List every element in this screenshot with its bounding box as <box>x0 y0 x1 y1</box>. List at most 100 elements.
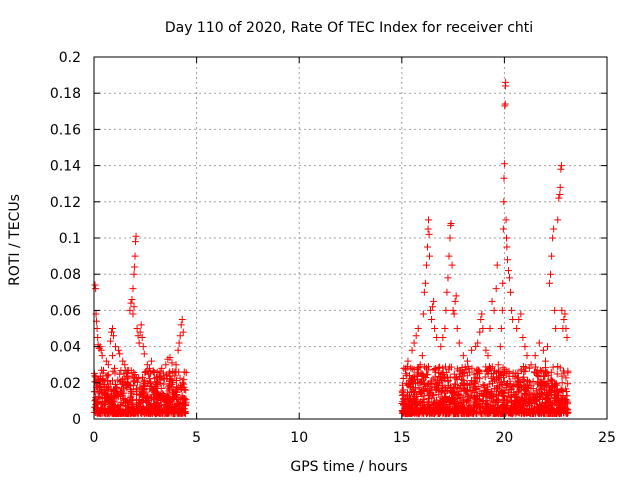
data-point <box>98 386 106 394</box>
data-point <box>399 374 407 382</box>
data-point <box>488 297 496 305</box>
data-point <box>106 380 114 388</box>
data-point <box>150 368 158 376</box>
data-point <box>400 364 408 372</box>
data-point <box>182 395 190 403</box>
y-tick-label: 0.16 <box>50 122 81 138</box>
data-point <box>476 328 484 336</box>
data-point <box>429 375 437 383</box>
data-point <box>180 376 188 384</box>
data-point <box>132 232 140 240</box>
data-point <box>157 373 165 381</box>
data-point <box>417 397 425 405</box>
data-point <box>499 364 507 372</box>
data-point <box>484 370 492 378</box>
data-point <box>109 388 117 396</box>
data-point <box>474 339 482 347</box>
data-point <box>535 406 543 414</box>
data-point <box>445 395 453 403</box>
data-point <box>96 395 104 403</box>
data-point <box>141 368 149 376</box>
data-point <box>459 352 467 360</box>
data-point <box>479 381 487 389</box>
data-point <box>468 346 476 354</box>
data-point <box>157 401 165 409</box>
data-point <box>96 409 104 417</box>
data-point <box>490 401 498 409</box>
data-point <box>102 410 110 418</box>
data-point <box>452 410 460 418</box>
data-point <box>438 384 446 392</box>
data-point <box>434 410 442 418</box>
data-point <box>119 357 127 365</box>
data-point <box>468 377 476 385</box>
data-point <box>417 378 425 386</box>
data-point <box>444 378 452 386</box>
data-point <box>549 409 557 417</box>
data-point <box>173 395 181 403</box>
data-point <box>408 346 416 354</box>
data-point <box>538 379 546 387</box>
data-point <box>431 325 439 332</box>
data-point <box>153 384 161 392</box>
data-point <box>122 381 130 389</box>
data-point <box>163 374 171 382</box>
data-point <box>554 398 562 406</box>
data-point <box>126 306 134 314</box>
data-point <box>537 391 545 399</box>
data-point <box>453 325 461 332</box>
data-point <box>501 369 509 377</box>
data-point <box>99 369 107 377</box>
y-tick-label: 0.2 <box>59 50 81 66</box>
data-point <box>425 387 433 395</box>
data-point <box>477 403 485 411</box>
data-point <box>140 386 148 394</box>
data-point <box>430 391 438 399</box>
data-point <box>531 352 539 360</box>
data-point <box>527 410 535 418</box>
data-point <box>506 274 514 282</box>
y-tick-label: 0.12 <box>50 195 81 211</box>
data-point <box>98 352 106 360</box>
data-point <box>140 350 148 358</box>
data-point <box>102 357 110 365</box>
data-point <box>404 357 412 365</box>
data-point <box>561 407 569 415</box>
data-point <box>460 386 468 394</box>
data-point <box>463 387 471 395</box>
data-point <box>169 369 177 377</box>
data-point <box>433 334 441 342</box>
data-point <box>543 394 551 402</box>
data-point <box>554 408 562 416</box>
data-point <box>528 408 536 416</box>
data-point <box>103 394 111 402</box>
data-point <box>551 306 559 314</box>
data-point <box>517 386 525 394</box>
data-point <box>519 402 527 410</box>
data-point <box>513 388 521 396</box>
data-point <box>145 379 153 387</box>
data-point <box>428 383 436 391</box>
data-point <box>507 288 515 296</box>
data-point <box>506 407 514 415</box>
data-point <box>117 366 125 374</box>
data-point <box>472 343 480 351</box>
data-point <box>165 380 173 388</box>
data-point <box>563 334 571 342</box>
data-point <box>418 377 426 385</box>
data-point <box>115 346 123 354</box>
data-point <box>499 225 507 233</box>
data-point <box>407 375 415 383</box>
data-point <box>96 380 104 388</box>
data-point <box>139 343 147 351</box>
data-point <box>455 339 463 347</box>
data-point <box>110 386 118 394</box>
data-point <box>175 339 183 347</box>
data-point <box>97 346 105 354</box>
data-point <box>469 407 477 415</box>
data-point <box>404 389 412 397</box>
data-point <box>494 375 502 383</box>
data-point <box>127 392 135 400</box>
data-point <box>548 376 556 384</box>
data-point <box>452 292 460 300</box>
